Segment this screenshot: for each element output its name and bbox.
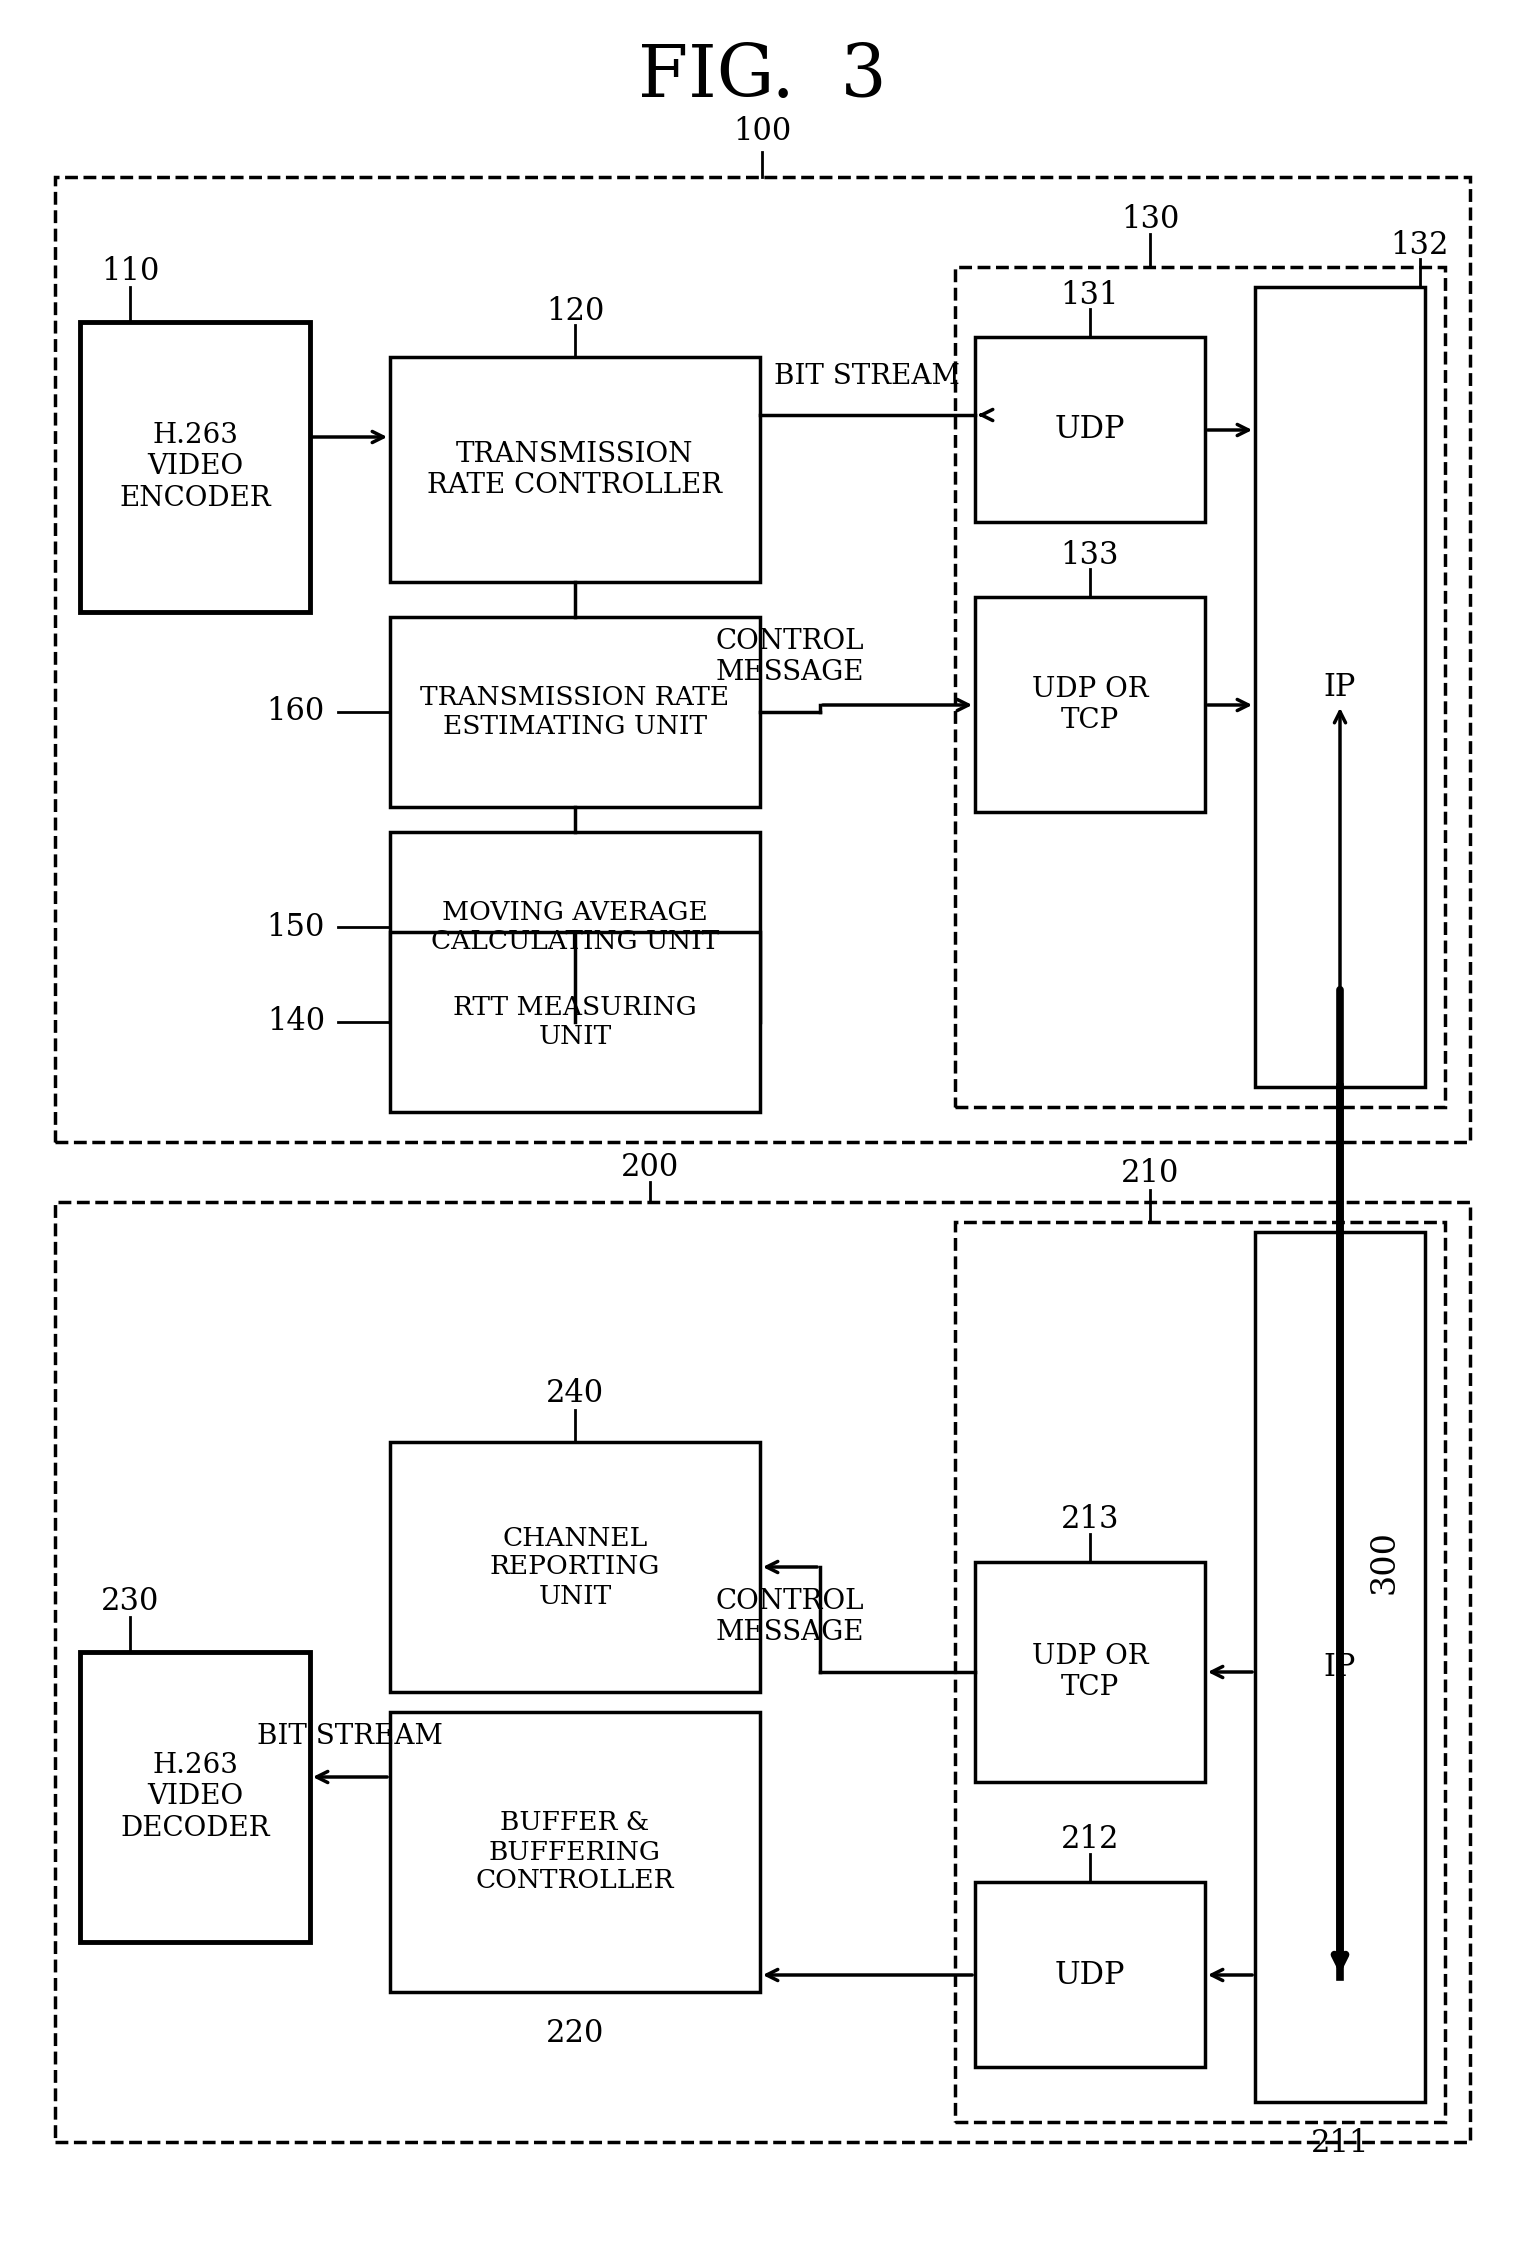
Text: TRANSMISSION RATE
ESTIMATING UNIT: TRANSMISSION RATE ESTIMATING UNIT [421,685,729,740]
Text: UDP: UDP [1055,414,1125,446]
Bar [390,832,759,1022]
Bar [390,1712,759,1993]
Text: 132: 132 [1391,228,1449,260]
Bar [974,1882,1205,2067]
Bar [390,1441,759,1692]
Text: 213: 213 [1061,1504,1119,1536]
Text: IP: IP [1324,672,1356,703]
Bar [974,1563,1205,1782]
Text: CONTROL
MESSAGE: CONTROL MESSAGE [715,629,865,685]
Text: CONTROL
MESSAGE: CONTROL MESSAGE [715,1588,865,1647]
Text: CHANNEL
REPORTING
UNIT: CHANNEL REPORTING UNIT [490,1525,660,1608]
Text: H.263
VIDEO
DECODER: H.263 VIDEO DECODER [120,1753,270,1841]
Bar [390,932,759,1113]
Text: RTT MEASURING
UNIT: RTT MEASURING UNIT [453,995,697,1050]
Text: H.263
VIDEO
ENCODER: H.263 VIDEO ENCODER [119,423,271,511]
Text: 140: 140 [267,1007,325,1038]
Text: 131: 131 [1061,280,1119,310]
Text: UDP OR
TCP: UDP OR TCP [1032,676,1148,735]
Text: IP: IP [1324,1651,1356,1683]
Bar [1255,287,1424,1088]
Bar [955,267,1446,1106]
Bar [79,1651,310,1943]
Text: TRANSMISSION
RATE CONTROLLER: TRANSMISSION RATE CONTROLLER [427,441,723,500]
Text: UDP: UDP [1055,1959,1125,1991]
Text: FIG.  3: FIG. 3 [637,41,886,113]
Bar [55,1201,1470,2142]
Text: 120: 120 [546,296,604,328]
Text: 300: 300 [1369,1529,1401,1595]
Text: 100: 100 [734,118,791,147]
Text: 130: 130 [1121,204,1179,235]
Text: BUFFER &
BUFFERING
CONTROLLER: BUFFER & BUFFERING CONTROLLER [476,1810,674,1893]
Text: 240: 240 [546,1378,604,1409]
Bar [974,337,1205,523]
Bar [79,321,310,613]
Bar [55,176,1470,1142]
Text: 110: 110 [101,256,159,287]
Text: 200: 200 [621,1151,679,1183]
Bar [974,597,1205,812]
Bar [390,618,759,808]
Text: 211: 211 [1312,2129,1369,2160]
Text: UDP OR
TCP: UDP OR TCP [1032,1642,1148,1701]
Text: 210: 210 [1121,1158,1179,1190]
Bar [390,357,759,581]
Text: 220: 220 [546,2018,604,2049]
Text: 160: 160 [267,697,325,728]
Text: 212: 212 [1061,1825,1119,1855]
Text: 133: 133 [1061,541,1119,570]
Text: BIT STREAM: BIT STREAM [258,1724,442,1751]
Text: 150: 150 [267,912,325,943]
Text: 230: 230 [101,1586,159,1617]
Text: MOVING AVERAGE
CALCULATING UNIT: MOVING AVERAGE CALCULATING UNIT [432,900,720,955]
Text: BIT STREAM: BIT STREAM [775,364,959,391]
Bar [1255,1233,1424,2101]
Bar [955,1221,1446,2122]
